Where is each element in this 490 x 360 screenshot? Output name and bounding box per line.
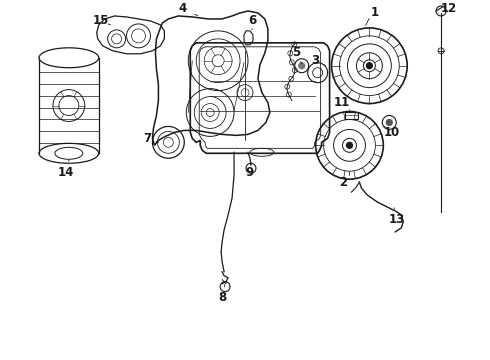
Text: 3: 3 — [312, 54, 319, 67]
Circle shape — [299, 63, 305, 69]
Text: 12: 12 — [441, 3, 457, 15]
Text: 2: 2 — [340, 176, 347, 189]
Circle shape — [367, 63, 372, 69]
Text: 10: 10 — [384, 126, 400, 139]
Circle shape — [386, 120, 392, 125]
Text: 1: 1 — [370, 6, 378, 19]
Text: 5: 5 — [292, 46, 300, 59]
Bar — [344, 112, 359, 120]
Text: 15: 15 — [93, 14, 109, 27]
Text: 11: 11 — [333, 96, 350, 109]
Text: 14: 14 — [58, 166, 74, 179]
Text: 8: 8 — [218, 291, 226, 304]
Text: 13: 13 — [389, 213, 405, 226]
Text: 7: 7 — [144, 132, 151, 145]
Circle shape — [346, 142, 352, 148]
Text: 4: 4 — [178, 3, 186, 15]
Text: 9: 9 — [246, 166, 254, 179]
Text: 6: 6 — [248, 14, 256, 27]
